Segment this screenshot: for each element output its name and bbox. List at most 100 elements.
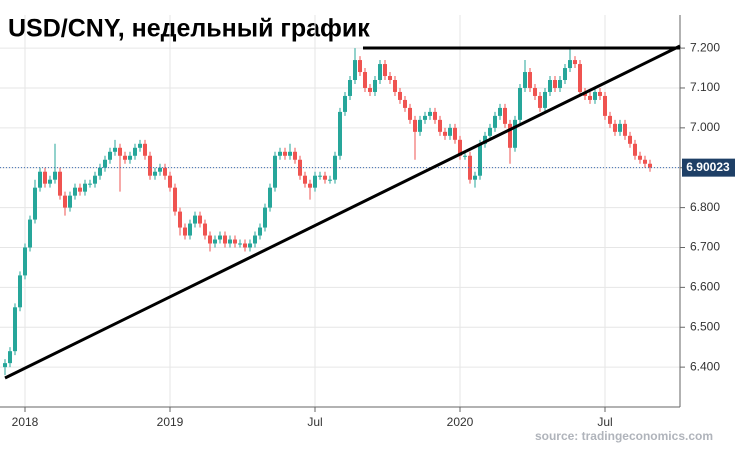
candle-body [338,111,342,156]
candle-body [78,187,82,192]
candle-body [368,87,372,92]
y-tick-label: 6.500 [690,319,720,333]
candle-body [433,111,437,120]
candle-body [288,151,292,156]
candle-body [118,147,122,156]
candle-body [13,307,17,352]
candle-body [558,80,562,88]
candle-body [463,155,467,157]
y-tick-label: 6.800 [690,200,720,214]
y-tick-label: 6.600 [690,280,720,294]
candle-body [93,175,97,184]
candle-body [133,147,137,156]
candle-body [373,80,377,92]
candle-body [123,155,127,160]
candle-body [103,159,107,168]
last-price-label: 6.90023 [686,160,730,174]
candle-body [623,123,627,136]
candle-body [88,183,92,185]
candle-body [58,171,62,196]
candle-body [33,187,37,220]
candle-body [398,91,402,100]
candle-body [203,223,207,236]
candle-body [468,155,472,180]
candle-body [408,107,412,120]
candle-body [213,239,217,244]
candle-body [148,155,152,176]
candle-body [383,64,387,77]
x-tick-label: 2018 [12,415,39,429]
candle-body [68,195,72,208]
candle-body [138,143,142,148]
x-tick-label: 2019 [157,415,184,429]
candle-body [48,179,52,184]
chart-title: USD/CNY, недельный график [8,15,370,43]
candle-body [248,243,252,248]
candle-body [233,239,237,244]
candle-body [608,115,612,124]
candle-body [303,175,307,184]
candle-body [548,80,552,92]
candle-body [308,183,312,188]
candle-body [188,223,192,236]
candle-body [218,235,222,240]
candle-body [483,135,487,144]
candle-body [23,247,27,276]
y-tick-label: 6.700 [690,240,720,254]
candle-body [388,76,392,81]
candle-body [38,171,42,188]
candle-body [258,227,262,236]
candle-body [348,80,352,96]
candle-body [178,211,182,228]
candle-body [28,219,32,248]
candle-body [343,95,347,112]
candle-body [158,167,162,172]
last-price-box [682,158,735,177]
candle-body [358,60,362,73]
candle-body [3,363,7,368]
candle-body [458,139,462,156]
candle-body [573,60,577,65]
candle-body [438,119,442,132]
candle-body [613,123,617,132]
candle-body [543,91,547,108]
candle-body [488,127,492,136]
candle-body [648,163,652,168]
x-tick-label: Jul [307,415,322,429]
candle-body [363,72,367,88]
candle-body [473,175,477,180]
x-tick-label: 2020 [447,415,474,429]
candle-body [503,107,507,124]
candle-body [518,87,522,120]
candle-body [378,64,382,81]
candle-body [333,155,337,180]
candle-body [353,60,357,81]
candle-body [633,143,637,156]
candle-body [98,167,102,176]
candle-body [393,80,397,92]
candle-body [273,155,277,188]
x-tick-label: Jul [597,415,612,429]
candle-body [313,175,317,188]
candle-body [163,167,167,176]
candle-body [173,187,177,212]
candle-body [443,131,447,136]
candle-body [18,275,22,308]
candle-body [263,207,267,228]
candle-body [448,127,452,136]
y-tick-label: 6.400 [690,359,720,373]
candle-body [253,235,257,244]
candle-body [238,243,242,245]
candle-body [538,95,542,108]
support-trend-line [4,44,681,380]
source: source: tradingeconomics.com [535,429,713,443]
candle-body [328,179,332,181]
candle-body [223,235,227,244]
candle-body [183,227,187,236]
candle-body [278,151,282,156]
candle-body [593,91,597,100]
candle-body [603,95,607,116]
candle-body [53,171,57,180]
candle-body [523,72,527,88]
